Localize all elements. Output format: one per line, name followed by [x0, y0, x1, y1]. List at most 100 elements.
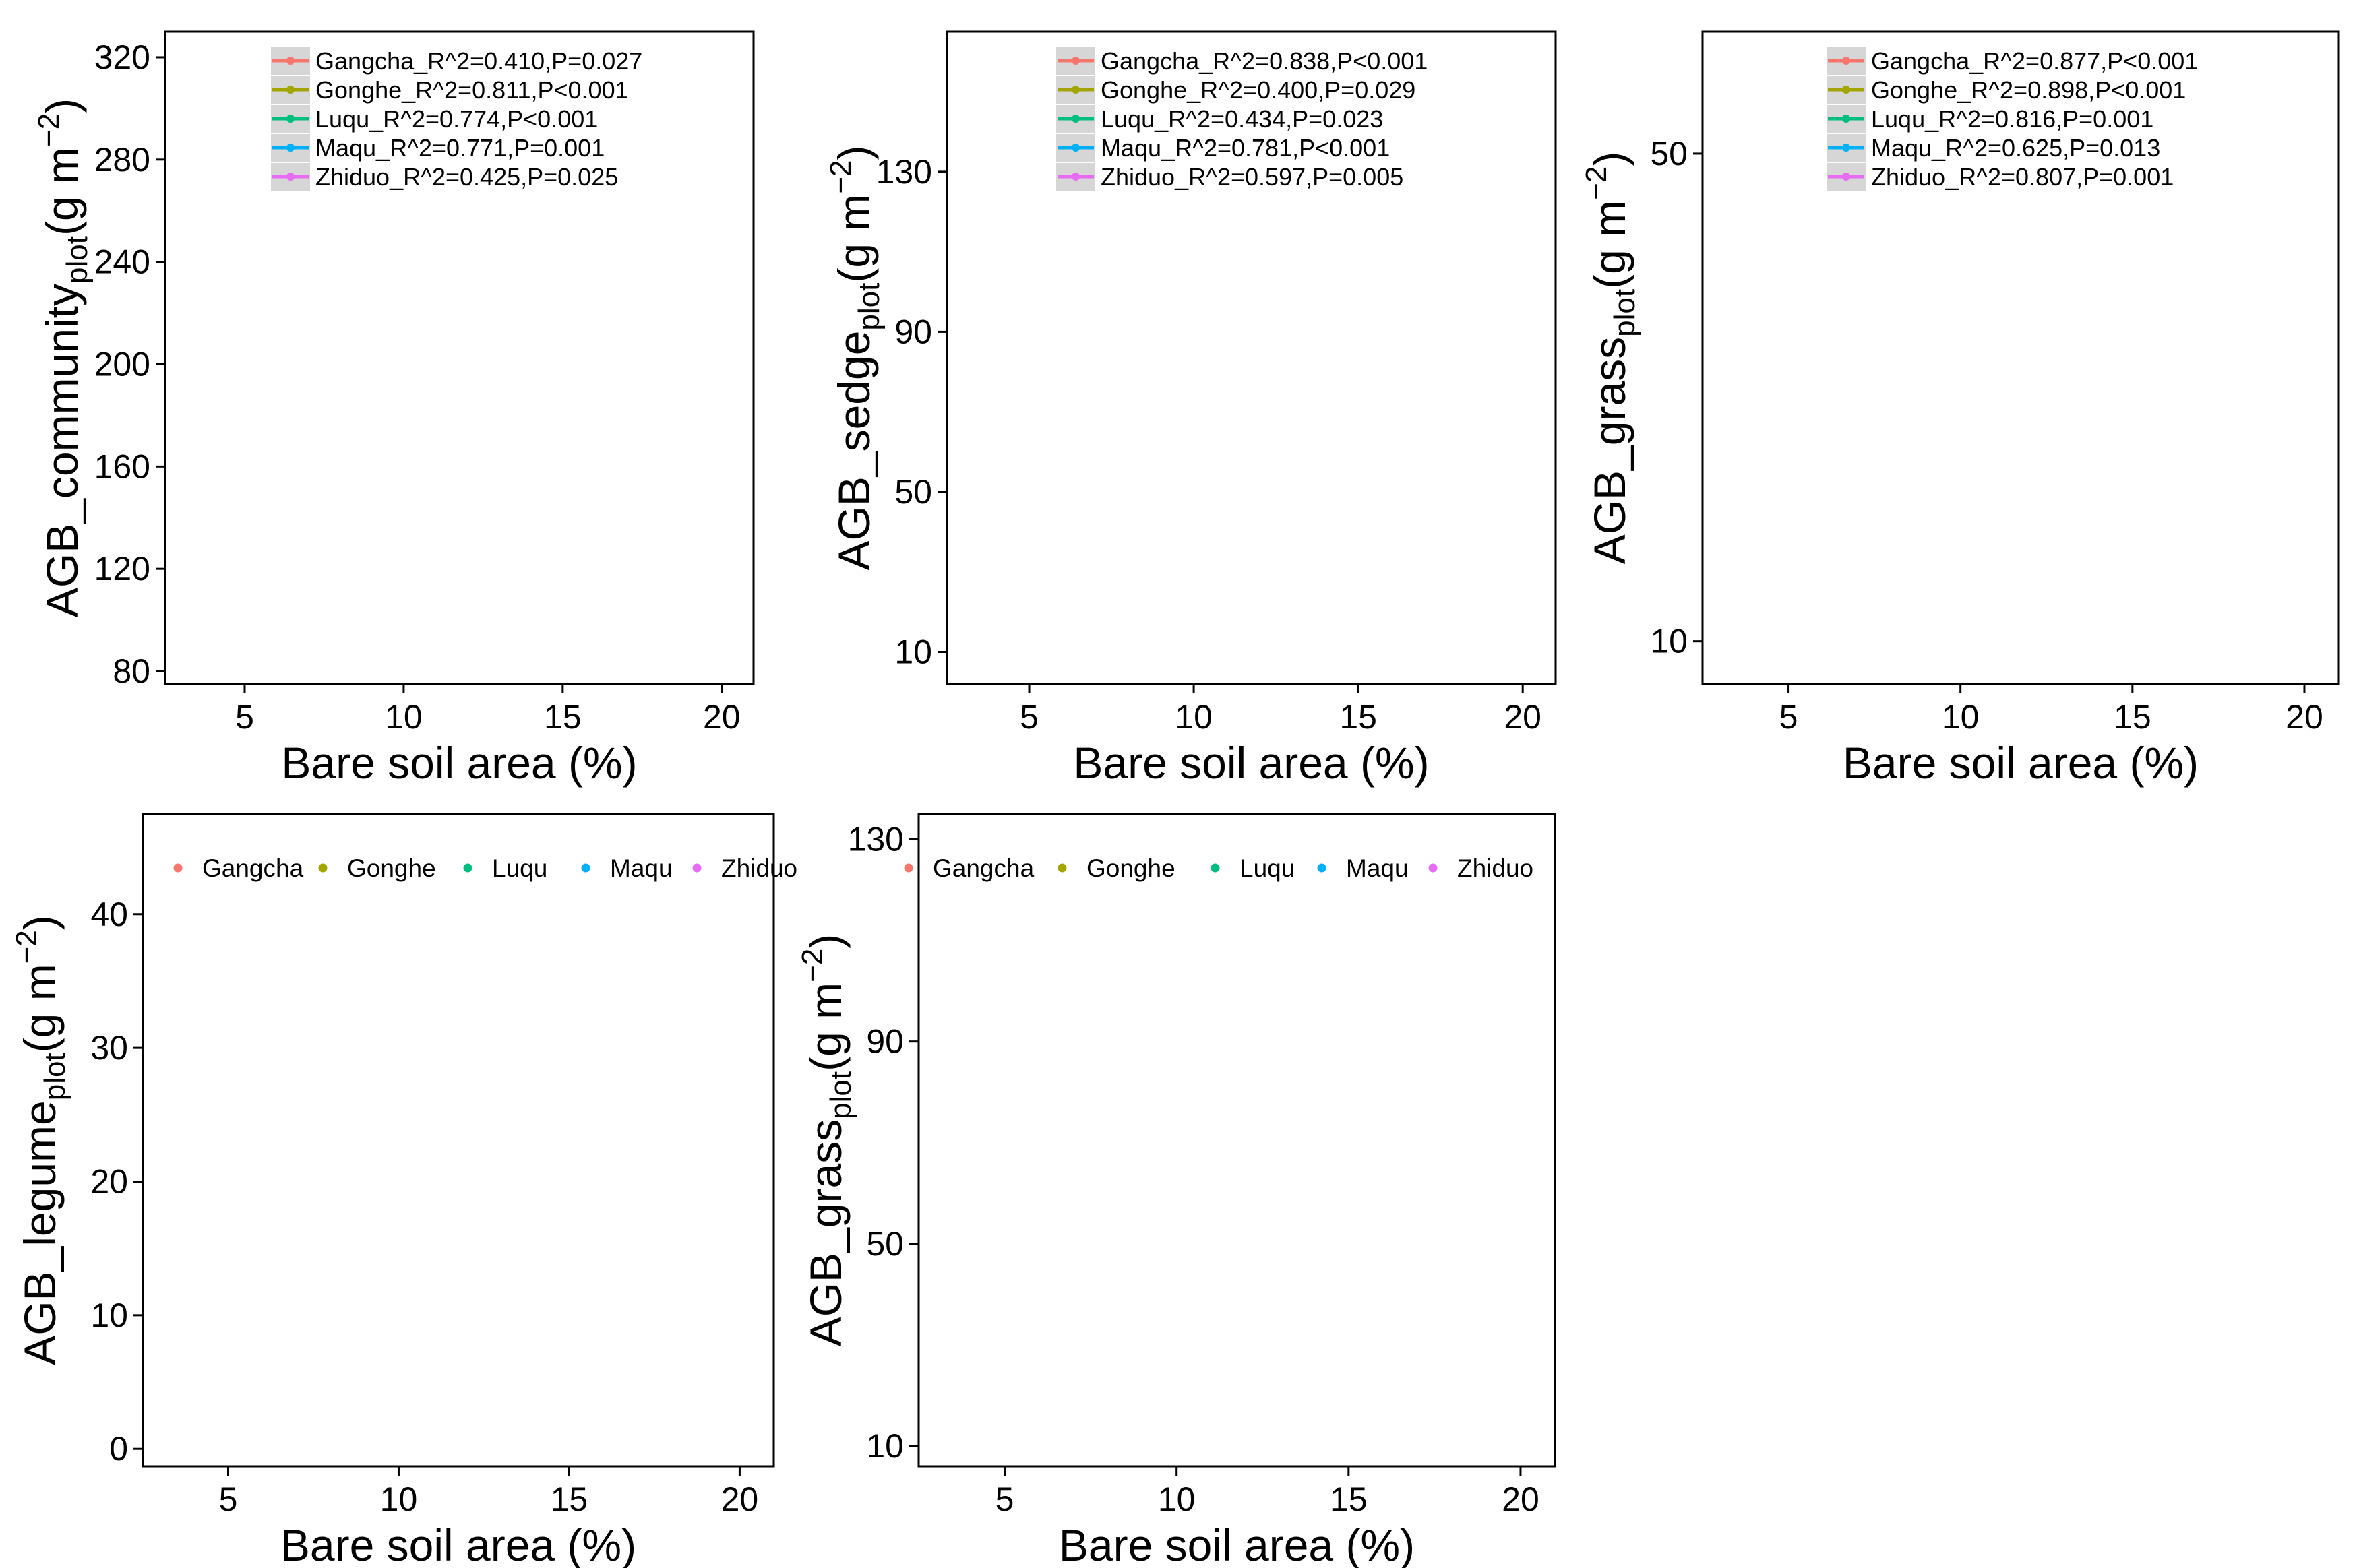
y-title-main: AGB_grass — [1585, 337, 1634, 564]
legend-label-luqu: Luqu — [492, 854, 547, 882]
y-tick-label: 30 — [90, 1029, 128, 1067]
y-title-close: ) — [829, 145, 879, 160]
y-title-close: ) — [1585, 152, 1634, 166]
y-title-unit: (g m — [801, 982, 851, 1071]
legend-label-gonghe: Gonghe_R^2=0.898,P<0.001 — [1871, 76, 2186, 104]
legend-label-zhiduo: Zhiduo_R^2=0.807,P=0.001 — [1871, 163, 2174, 191]
y-axis-title: AGB_grassplot(g m−2) — [1580, 152, 1641, 565]
plot-frame — [946, 30, 1557, 685]
x-tick-label: 20 — [2286, 698, 2323, 736]
x-tick-label: 15 — [2114, 698, 2151, 736]
legend: Gangcha Gonghe Luqu Maqu Zhiduo — [904, 854, 1533, 882]
x-tick-label: 10 — [1158, 1480, 1196, 1518]
legend-key-point-gonghe — [1842, 86, 1850, 94]
x-tick-label: 5 — [996, 1480, 1014, 1518]
x-tick-label: 5 — [235, 698, 254, 736]
panel-a: 5 10 15 20 80 120 160 200 240 280 320 Bare soil are… — [32, 30, 755, 788]
legend-key-zhiduo — [692, 863, 702, 873]
y-tick-label: 40 — [90, 896, 128, 933]
y-tick-label: 130 — [876, 153, 932, 191]
legend-key-point-gangcha — [286, 57, 295, 65]
x-tick-label: 5 — [219, 1480, 238, 1518]
y-tick-label: 280 — [94, 141, 150, 179]
x-tick-label: 15 — [551, 1480, 588, 1518]
y-axis-title: AGB_grassplot(g m−2) — [796, 934, 857, 1347]
x-tick-label: 15 — [1330, 1480, 1368, 1518]
x-axis-title: Bare soil area (%) — [1843, 738, 2199, 788]
panel-e: 5 10 15 20 10 50 90 130 Bare soil area (%) AGB_gr… — [796, 813, 1556, 1568]
legend-label-zhiduo: Zhiduo_R^2=0.425,P=0.025 — [315, 163, 618, 191]
y-tick-label: 160 — [94, 447, 150, 485]
y-title-close: ) — [37, 98, 87, 113]
legend-label-luqu: Luqu — [1239, 854, 1295, 882]
y-title-sup: −2 — [824, 160, 857, 193]
legend-key-point-zhiduo — [286, 173, 295, 181]
y-tick-label: 20 — [90, 1162, 128, 1200]
legend-key-point-gangcha — [1842, 57, 1850, 65]
plot-frame — [1701, 30, 2340, 685]
panel-b: 5 10 15 20 10 50 90 130 Bare soil area (%) AGB_se… — [824, 30, 1557, 788]
legend-key-maqu — [581, 863, 590, 873]
x-tick-label: 20 — [1502, 1480, 1539, 1518]
plot-frame — [164, 30, 755, 685]
legend-label-luqu: Luqu_R^2=0.434,P=0.023 — [1101, 105, 1383, 133]
x-tick-label: 20 — [703, 698, 741, 736]
legend-key-point-gonghe — [286, 86, 295, 94]
legend-label-maqu: Maqu_R^2=0.625,P=0.013 — [1871, 134, 2160, 162]
legend-label-gangcha: Gangcha — [933, 854, 1035, 882]
y-title-main: AGB_sedge — [829, 331, 879, 571]
y-tick-label: 200 — [94, 345, 150, 383]
legend-key-gangcha — [173, 863, 183, 873]
legend-key-point-zhiduo — [1842, 173, 1850, 181]
legend-key-zhiduo — [1428, 863, 1438, 873]
legend-key-point-maqu — [1072, 144, 1080, 152]
y-title-sub: plot — [61, 236, 94, 284]
legend-key-point-gonghe — [1072, 86, 1080, 94]
legend-key-gonghe — [318, 863, 328, 873]
legend-key-point-luqu — [1842, 115, 1850, 123]
y-axis-title: AGB_legumeplot(g m−2) — [10, 915, 71, 1365]
legend-key-point-luqu — [286, 115, 295, 123]
x-tick-label: 10 — [380, 1480, 418, 1518]
x-tick-label: 5 — [1020, 698, 1039, 736]
legend-key-gangcha — [904, 863, 913, 873]
x-axis-title: Bare soil area (%) — [1073, 738, 1429, 788]
y-tick-label: 10 — [866, 1427, 904, 1465]
y-title-sub: plot — [824, 1071, 857, 1119]
y-title-close: ) — [801, 934, 851, 949]
y-tick-label: 0 — [109, 1430, 128, 1468]
legend-key-point-maqu — [1842, 144, 1850, 152]
y-title-main: AGB_grass — [801, 1119, 851, 1346]
y-title-sup: −2 — [1580, 166, 1613, 200]
legend: Gangcha_R^2=0.877,P<0.001Gonghe_R^2=0.89… — [1827, 47, 2198, 191]
y-tick-label: 240 — [94, 243, 150, 281]
legend-label-maqu: Maqu_R^2=0.781,P<0.001 — [1101, 134, 1390, 162]
legend-key-luqu — [463, 863, 472, 873]
y-title-unit: (g m — [37, 147, 87, 236]
y-tick-label: 10 — [90, 1296, 128, 1334]
legend-key-luqu — [1211, 863, 1220, 873]
x-tick-label: 15 — [1339, 698, 1377, 736]
legend-label-zhiduo: Zhiduo — [721, 854, 797, 882]
panel-c: 5 10 15 20 10 50 Bare soil area (%) AGB_grasspl… — [1580, 30, 2340, 788]
y-title-main: AGB_legume — [15, 1100, 65, 1365]
y-tick-label: 90 — [866, 1023, 904, 1061]
legend-key-point-luqu — [1072, 115, 1080, 123]
y-title-sup: −2 — [796, 949, 829, 982]
legend: Gangcha_R^2=0.410,P=0.027Gonghe_R^2=0.81… — [271, 47, 642, 191]
y-title-sub: plot — [1608, 289, 1641, 337]
legend-label-maqu: Maqu — [610, 854, 673, 882]
panel-d: 5 10 15 20 0 10 20 30 40 Bare soil area (%) AGB_le… — [10, 813, 797, 1568]
y-tick-label: 320 — [94, 38, 150, 76]
y-title-unit: (g m — [1585, 200, 1634, 289]
y-title-sup: −2 — [32, 113, 65, 147]
x-axis-title: Bare soil area (%) — [280, 1520, 636, 1568]
y-tick-label: 80 — [113, 652, 150, 690]
x-axis-title: Bare soil area (%) — [281, 738, 637, 788]
legend-label-luqu: Luqu_R^2=0.816,P=0.001 — [1871, 105, 2153, 133]
y-title-unit: (g m — [829, 194, 879, 283]
legend-key-point-zhiduo — [1072, 173, 1080, 181]
legend: Gangcha Gonghe Luqu Maqu Zhiduo — [173, 854, 797, 882]
legend-label-gangcha: Gangcha_R^2=0.838,P<0.001 — [1101, 47, 1428, 75]
legend-key-point-gangcha — [1072, 57, 1080, 65]
